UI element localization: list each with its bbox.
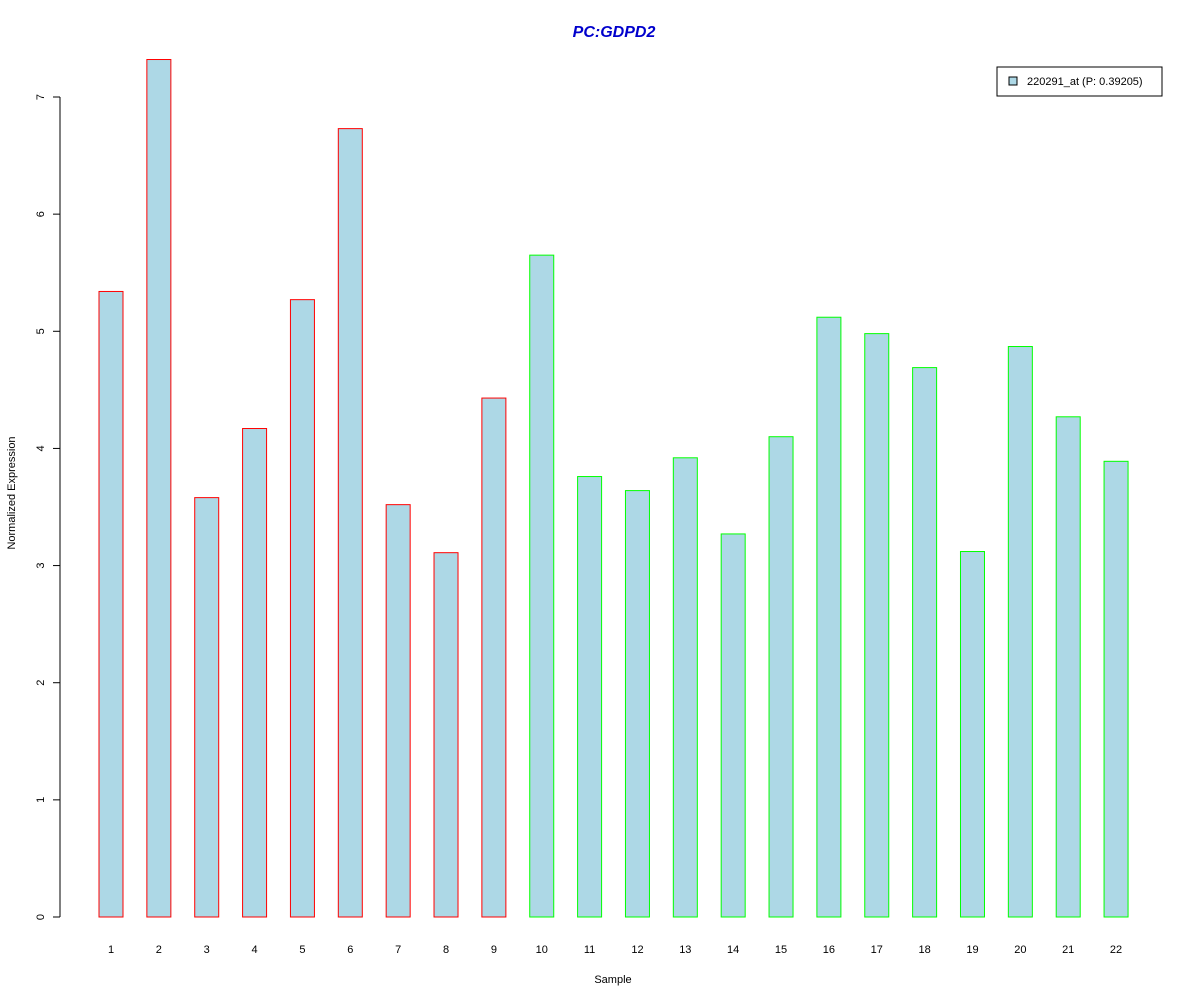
y-tick-label: 4: [35, 445, 47, 451]
bar-16: [816, 316, 842, 918]
x-tick-label: 1: [108, 944, 114, 956]
y-tick-label: 0: [35, 914, 47, 920]
x-tick-label: 16: [823, 944, 835, 956]
x-tick-label: 12: [631, 944, 643, 956]
bars: [98, 59, 1129, 918]
bar-10: [529, 254, 555, 918]
bar-3: [194, 497, 220, 918]
legend-swatch: [1008, 76, 1018, 86]
bar-5: [289, 299, 315, 918]
legend: 220291_at (P: 0.39205): [996, 66, 1163, 97]
bar-20: [1007, 346, 1033, 918]
bar-6: [337, 128, 363, 918]
bar-19: [959, 551, 985, 918]
bar-4: [242, 428, 268, 918]
bar-22: [1103, 460, 1129, 918]
x-tick-label: 8: [443, 944, 449, 956]
y-tick-label: 3: [35, 563, 47, 569]
bar-7: [385, 504, 411, 918]
bar-13: [672, 457, 698, 918]
y-tick-label: 5: [35, 328, 47, 334]
bar-12: [624, 490, 650, 918]
x-tick-label: 14: [727, 944, 739, 956]
bar-9: [481, 397, 507, 918]
x-tick-label: 21: [1062, 944, 1074, 956]
y-tick-label: 1: [35, 797, 47, 803]
x-tick-label: 17: [871, 944, 883, 956]
bar-14: [720, 533, 746, 918]
bar-21: [1055, 416, 1081, 918]
x-axis-tick-labels: 1 2 3 4 5 6 7 8 9 10 11 12 13 14 15 16 17 18 19 20 21 22: [108, 944, 1122, 956]
chart-title: PC:GDPD2: [573, 24, 656, 41]
y-tick-label: 6: [35, 211, 47, 217]
y-axis-label: Normalized Expression: [6, 436, 18, 549]
bar-15: [768, 436, 794, 918]
x-axis-label: Sample: [594, 974, 631, 986]
bar-2: [146, 59, 172, 918]
legend-label: 220291_at (P: 0.39205): [1027, 76, 1143, 88]
bar-18: [912, 367, 938, 918]
x-tick-label: 7: [395, 944, 401, 956]
x-tick-label: 10: [536, 944, 548, 956]
bar-17: [864, 333, 890, 918]
bar-11: [577, 476, 603, 918]
x-tick-label: 19: [966, 944, 978, 956]
x-tick-label: 22: [1110, 944, 1122, 956]
x-tick-label: 18: [918, 944, 930, 956]
x-tick-label: 5: [299, 944, 305, 956]
bar-1: [98, 290, 124, 918]
x-tick-label: 15: [775, 944, 787, 956]
x-tick-label: 9: [491, 944, 497, 956]
legend-box: [996, 66, 1163, 97]
x-tick-label: 3: [204, 944, 210, 956]
y-tick-label: 2: [35, 680, 47, 686]
y-tick-label: 7: [35, 94, 47, 100]
y-axis: 0 1 2 3 4 5 6 7: [35, 94, 61, 920]
x-tick-label: 6: [347, 944, 353, 956]
bar-8: [433, 552, 459, 918]
x-tick-label: 20: [1014, 944, 1026, 956]
x-tick-label: 2: [156, 944, 162, 956]
x-tick-label: 13: [679, 944, 691, 956]
x-tick-label: 4: [252, 944, 258, 956]
x-tick-label: 11: [584, 944, 595, 956]
